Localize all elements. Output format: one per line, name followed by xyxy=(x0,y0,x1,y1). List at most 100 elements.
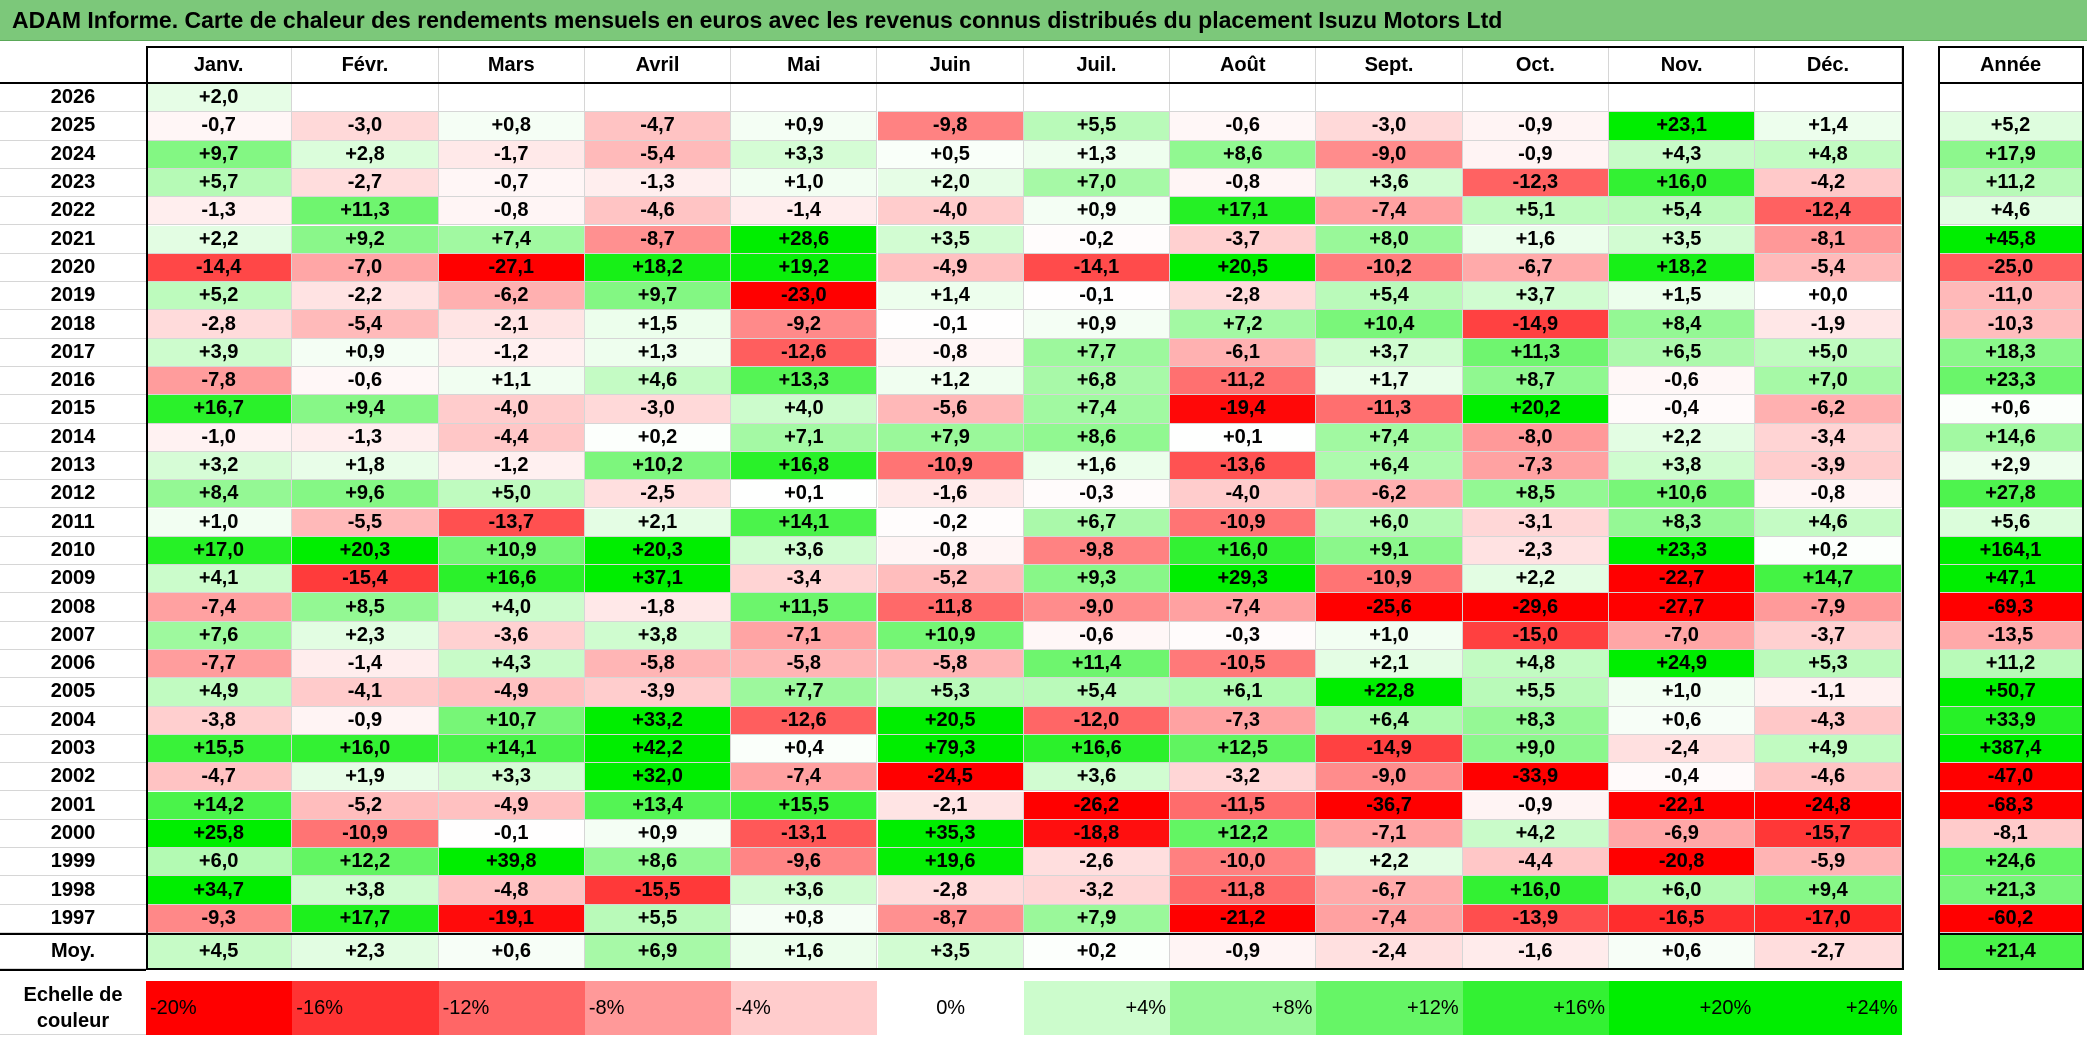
year-total-cell: +17,9 xyxy=(1938,140,2084,169)
heatmap-cell: +5,4 xyxy=(1023,678,1171,707)
heatmap-cell: -4,0 xyxy=(877,197,1024,226)
color-scale-swatch: +16% xyxy=(1462,981,1609,1035)
heatmap-cell: +10,6 xyxy=(1609,480,1756,509)
heatmap-cell: +7,1 xyxy=(731,423,878,452)
heatmap-cell: +6,7 xyxy=(1023,508,1171,537)
heatmap-cell: -3,4 xyxy=(1755,423,1902,452)
heatmap-cell: -0,6 xyxy=(1170,112,1317,141)
heatmap-cell: +5,3 xyxy=(877,678,1024,707)
heatmap-cell: +14,1 xyxy=(438,734,585,764)
heatmap-cell: -0,1 xyxy=(877,310,1024,339)
year-total-cell: +387,4 xyxy=(1938,734,2084,764)
heatmap-cell: -1,4 xyxy=(731,197,878,226)
heatmap-cell: -0,3 xyxy=(1023,480,1171,509)
average-cell: +4,5 xyxy=(146,935,293,969)
heatmap-cell: +17,1 xyxy=(1170,197,1317,226)
year-total-cell: +14,6 xyxy=(1938,423,2084,452)
heatmap-cell: +1,3 xyxy=(584,338,732,367)
heatmap-cell: -7,1 xyxy=(731,621,878,650)
heatmap-cell: -9,3 xyxy=(146,904,293,933)
heatmap-cell: -7,4 xyxy=(1170,593,1317,622)
heatmap-cell: +1,0 xyxy=(1316,621,1463,650)
year-total-cell: +50,7 xyxy=(1938,678,2084,707)
heatmap-cell: -10,2 xyxy=(1316,253,1463,283)
heatmap-cell: -7,0 xyxy=(292,253,439,283)
title-bar: ADAM Informe. Carte de chaleur des rende… xyxy=(0,0,2087,41)
heatmap-cell: +4,0 xyxy=(438,593,585,622)
row-label: 2015 xyxy=(0,395,146,424)
heatmap-cell: -3,7 xyxy=(1170,225,1317,254)
heatmap-cell: -3,7 xyxy=(1755,621,1902,650)
heatmap-cell: -3,2 xyxy=(1170,763,1317,792)
heatmap-cell xyxy=(1023,84,1171,113)
heatmap-cell: +16,0 xyxy=(1170,536,1317,566)
heatmap-cell: +2,2 xyxy=(1462,565,1609,594)
heatmap-cell: -6,2 xyxy=(438,282,585,311)
heatmap-cell: +2,0 xyxy=(146,84,293,113)
heatmap-cell: -22,7 xyxy=(1609,565,1756,594)
heatmap-cell: +6,4 xyxy=(1316,451,1463,481)
heatmap-cell: -7,4 xyxy=(731,763,878,792)
heatmap-cell: +7,2 xyxy=(1170,310,1317,339)
heatmap-cell: -3,4 xyxy=(731,565,878,594)
column-header: Oct. xyxy=(1462,48,1609,83)
heatmap-cell: +0,6 xyxy=(1609,706,1756,735)
heatmap-cell: +4,0 xyxy=(731,395,878,424)
heatmap-cell: +11,3 xyxy=(292,197,439,226)
heatmap-cell: +4,9 xyxy=(146,678,293,707)
heatmap-cell: +6,0 xyxy=(1316,508,1463,537)
heatmap-cell: -2,2 xyxy=(292,282,439,311)
heatmap-cell: +1,5 xyxy=(1609,282,1756,311)
column-header: Févr. xyxy=(292,48,439,83)
heatmap-cell: -7,3 xyxy=(1170,706,1317,735)
heatmap-cell: -0,6 xyxy=(1023,621,1171,650)
heatmap-cell: -1,3 xyxy=(584,168,732,198)
heatmap-cell: -3,0 xyxy=(584,395,732,424)
row-label: 2016 xyxy=(0,367,146,396)
heatmap-cell: -13,6 xyxy=(1170,451,1317,481)
heatmap-cell: -0,3 xyxy=(1170,621,1317,650)
average-cell: -2,7 xyxy=(1755,935,1902,969)
heatmap-cell: -20,8 xyxy=(1609,848,1756,877)
column-header: Nov. xyxy=(1609,48,1756,83)
heatmap-cell: -8,0 xyxy=(1462,423,1609,452)
heatmap-cell: +25,8 xyxy=(146,819,293,849)
heatmap-cell: -0,2 xyxy=(877,508,1024,537)
heatmap-cell: +6,1 xyxy=(1170,678,1317,707)
year-total-cell: +4,6 xyxy=(1938,197,2084,226)
row-label: 2021 xyxy=(0,225,146,254)
heatmap-cell: -9,0 xyxy=(1023,593,1171,622)
heatmap-cell: +11,5 xyxy=(731,593,878,622)
year-total-cell: +164,1 xyxy=(1938,536,2084,566)
row-label: 2000 xyxy=(0,819,146,849)
heatmap-cell: -11,5 xyxy=(1170,791,1317,820)
heatmap-cell: +5,5 xyxy=(1023,112,1171,141)
heatmap-cell: -7,8 xyxy=(146,367,293,396)
heatmap-cell: +12,2 xyxy=(1170,819,1317,849)
row-label: 2009 xyxy=(0,565,146,594)
heatmap-cell: +8,6 xyxy=(1023,423,1171,452)
column-header: Déc. xyxy=(1755,48,1902,83)
heatmap-cell: -0,6 xyxy=(292,367,439,396)
year-total-cell: -13,5 xyxy=(1938,621,2084,650)
heatmap-cell: -7,4 xyxy=(1316,904,1463,933)
average-cell: -0,9 xyxy=(1170,935,1317,969)
heatmap-cell: +7,6 xyxy=(146,621,293,650)
heatmap-cell: +32,0 xyxy=(584,763,732,792)
heatmap-cell: -12,0 xyxy=(1023,706,1171,735)
heatmap-cell: -14,9 xyxy=(1316,734,1463,764)
heatmap-cell: -3,2 xyxy=(1023,876,1171,905)
year-total-cell: +21,3 xyxy=(1938,876,2084,905)
heatmap-cell xyxy=(1316,84,1463,113)
heatmap-cell: +9,1 xyxy=(1316,536,1463,566)
heatmap-cell: -1,3 xyxy=(292,423,439,452)
heatmap-cell: +0,9 xyxy=(584,819,732,849)
heatmap-cell: -36,7 xyxy=(1316,791,1463,820)
year-total-cell: +27,8 xyxy=(1938,480,2084,509)
heatmap-cell: -1,2 xyxy=(438,338,585,367)
heatmap-cell: -4,6 xyxy=(584,197,732,226)
heatmap-cell: -12,3 xyxy=(1462,168,1609,198)
heatmap-cell: +5,5 xyxy=(584,904,732,933)
heatmap-cell: -16,5 xyxy=(1609,904,1756,933)
heatmap-cell: -0,2 xyxy=(1023,225,1171,254)
